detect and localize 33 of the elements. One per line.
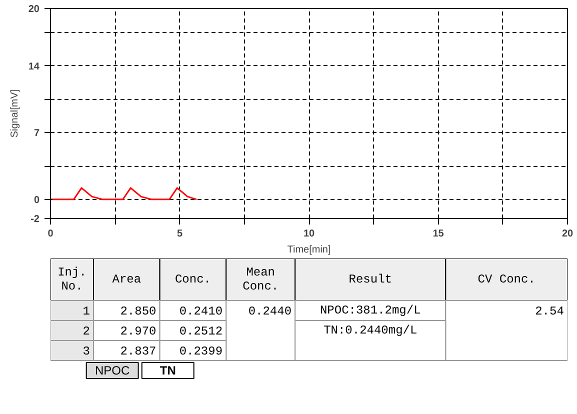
text: 0.2512 bbox=[179, 324, 223, 338]
x-tick-label: 0 bbox=[48, 228, 54, 240]
x-axis-title: Time[min] bbox=[287, 244, 331, 256]
text: 2.970 bbox=[120, 324, 156, 338]
category-label: Conc. bbox=[174, 272, 211, 286]
text: 2 bbox=[82, 324, 90, 338]
category-label: Area bbox=[112, 272, 142, 286]
text: NPOC:381.2mg/L bbox=[320, 304, 421, 318]
category-label: Inj. No. bbox=[58, 266, 86, 294]
text: NPOC bbox=[94, 364, 130, 378]
text: 2.850 bbox=[120, 304, 156, 318]
text: 2.837 bbox=[120, 344, 156, 358]
text: 0.2440 bbox=[248, 304, 292, 318]
text: TN bbox=[160, 364, 176, 378]
x-tick-label: 15 bbox=[432, 228, 444, 240]
y-tick-label: -2 bbox=[30, 214, 40, 225]
text: TN:0.2440mg/L bbox=[324, 324, 418, 338]
category-label: CV Conc. bbox=[478, 272, 536, 286]
y-tick-label: 14 bbox=[28, 61, 40, 72]
text: 0.2410 bbox=[179, 304, 223, 318]
category-label: Mean Conc. bbox=[242, 266, 279, 294]
text: 2.54 bbox=[535, 304, 564, 318]
text: 3 bbox=[82, 344, 90, 358]
text: 1 bbox=[82, 304, 90, 318]
category-label: Result bbox=[348, 272, 392, 286]
y-tick-label: 20 bbox=[28, 4, 40, 15]
x-tick-label: 10 bbox=[303, 228, 315, 240]
x-tick-label: 20 bbox=[562, 228, 574, 240]
x-tick-label: 5 bbox=[176, 228, 183, 240]
y-tick-label: 0 bbox=[34, 194, 40, 206]
y-tick-label: 7 bbox=[34, 128, 40, 140]
text: 0.2399 bbox=[179, 344, 223, 358]
y-axis-title: Signal[mV] bbox=[9, 89, 20, 138]
